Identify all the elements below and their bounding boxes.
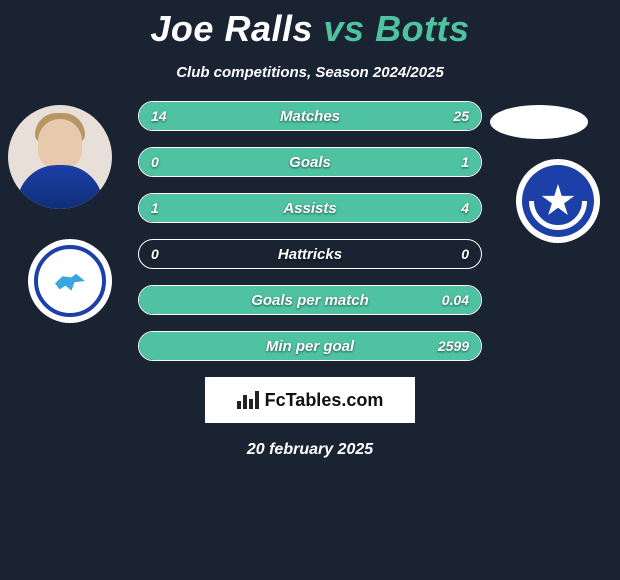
title-player2: Botts	[375, 8, 470, 49]
stat-value-right: 0	[461, 246, 469, 262]
stat-value-left: 14	[151, 108, 167, 124]
stat-row-min-per-goal: Min per goal 2599	[138, 331, 482, 361]
stat-value-right: 4	[461, 200, 469, 216]
stat-value-right: 25	[453, 108, 469, 124]
stat-value-right: 0.04	[442, 292, 469, 308]
stat-label: Assists	[283, 200, 336, 217]
avatar-head	[38, 119, 82, 169]
footer-date: 20 february 2025	[10, 441, 610, 459]
stat-label: Min per goal	[266, 338, 354, 355]
stat-value-left: 1	[151, 200, 159, 216]
footer-logo: FcTables.com	[205, 377, 415, 423]
stat-label: Hattricks	[278, 246, 342, 263]
stat-label: Goals per match	[251, 292, 369, 309]
stat-row-goals-per-match: Goals per match 0.04	[138, 285, 482, 315]
club-badge-left	[28, 239, 112, 323]
stat-value-right: 2599	[438, 338, 469, 354]
stats-area: 14 Matches 25 0 Goals 1 1 Assists 4	[138, 101, 482, 361]
stat-row-hattricks: 0 Hattricks 0	[138, 239, 482, 269]
player-photo-right	[490, 105, 588, 139]
player-photo-left	[8, 105, 112, 209]
subtitle: Club competitions, Season 2024/2025	[0, 64, 620, 81]
avatar-body	[17, 165, 103, 209]
footer-logo-text: FcTables.com	[265, 390, 384, 411]
stat-fill-left	[139, 194, 207, 222]
bluebird-icon	[55, 269, 85, 293]
stat-row-goals: 0 Goals 1	[138, 147, 482, 177]
title-vs: vs	[324, 8, 365, 49]
stat-fill-right	[207, 194, 481, 222]
stat-row-assists: 1 Assists 4	[138, 193, 482, 223]
stat-value-right: 1	[461, 154, 469, 170]
content-area: 14 Matches 25 0 Goals 1 1 Assists 4	[0, 101, 620, 459]
bar-chart-icon	[237, 391, 259, 409]
stat-label: Matches	[280, 108, 340, 125]
stat-value-left: 0	[151, 246, 159, 262]
club-badge-left-ring	[34, 245, 106, 317]
title-player1: Joe Ralls	[150, 8, 313, 49]
stat-value-left: 0	[151, 154, 159, 170]
club-badge-right-inner	[522, 165, 594, 237]
page-title: Joe Ralls vs Botts	[0, 0, 620, 50]
stat-label: Goals	[289, 154, 331, 171]
comparison-card: Joe Ralls vs Botts Club competitions, Se…	[0, 0, 620, 580]
stat-row-matches: 14 Matches 25	[138, 101, 482, 131]
club-badge-right	[516, 159, 600, 243]
